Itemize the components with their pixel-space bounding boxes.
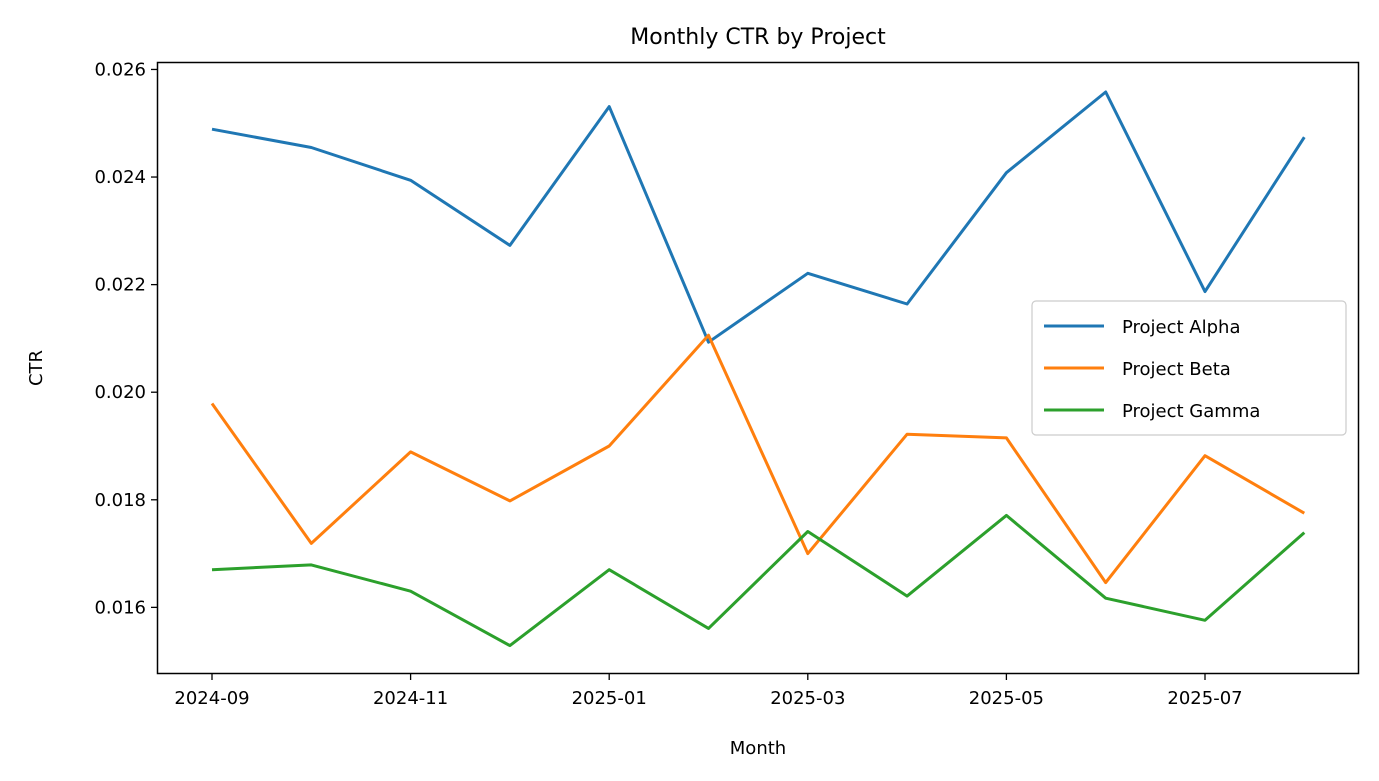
y-tick-label: 0.018 (94, 490, 146, 511)
x-tick-label: 2025-03 (770, 688, 845, 709)
y-tick-label: 0.024 (94, 167, 146, 188)
y-tick-label: 0.022 (94, 275, 146, 296)
y-tick-label: 0.020 (94, 382, 146, 403)
y-axis: 0.016 0.018 0.020 0.022 0.024 0.026 (94, 59, 158, 618)
series-line-1 (211, 90, 1306, 344)
series-line-3 (211, 513, 1306, 648)
x-axis: 2024-09 2024-11 2025-01 2025-03 2025-05 2025-… (174, 673, 1243, 709)
y-axis-label: CTR (26, 350, 47, 386)
x-tick-label: 2025-01 (572, 688, 647, 709)
legend-box (1031, 300, 1347, 436)
x-tick-label: 2025-05 (969, 688, 1044, 709)
x-tick-label: 2025-07 (1167, 688, 1242, 709)
x-tick-label: 2024-11 (373, 688, 448, 709)
chart-title: Monthly CTR by Project (630, 25, 886, 50)
x-tick-label: 2024-09 (174, 688, 249, 709)
legend-label: Project Beta (1122, 359, 1231, 380)
series-line-2 (210, 333, 1306, 585)
plot-frame (156, 61, 1360, 675)
x-axis-label: Month (730, 738, 786, 759)
legend-label: Project Alpha (1122, 317, 1241, 338)
y-tick-label: 0.026 (94, 59, 146, 80)
legend: Project Alpha Project Beta Project Gamma (1031, 300, 1347, 436)
plot-lines (210, 90, 1306, 648)
y-tick-label: 0.016 (94, 597, 146, 618)
legend-label: Project Gamma (1122, 401, 1260, 422)
